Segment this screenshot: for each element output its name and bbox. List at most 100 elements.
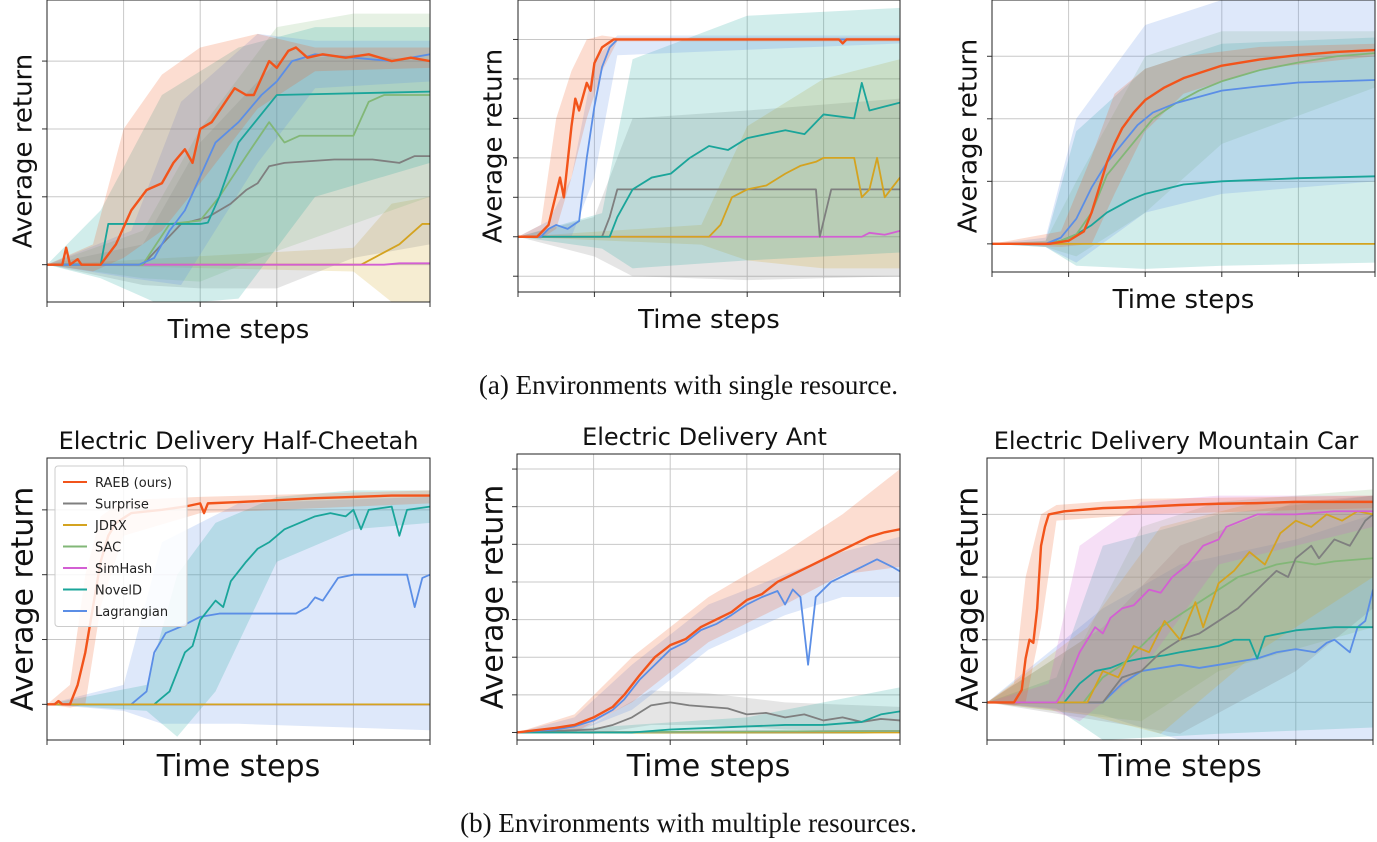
band-raeb-ours <box>987 495 1373 706</box>
band-raeb-ours <box>47 33 430 272</box>
legend-label-lagrangian: Lagrangian <box>95 605 168 620</box>
caption-a: (a) Environments with single resource. <box>478 370 899 400</box>
x-axis-label: Time steps <box>626 749 790 784</box>
plot-area <box>517 454 900 740</box>
plot-series <box>987 489 1373 740</box>
band-raeb-ours <box>517 469 900 733</box>
x-axis-label: Time steps <box>1112 285 1255 315</box>
plot-series <box>47 13 430 302</box>
legend-box <box>54 465 188 627</box>
plot-series <box>517 469 900 734</box>
x-axis-label: Time steps <box>1097 749 1261 784</box>
series-raeb-ours <box>992 48 1375 246</box>
legend: RAEB (ours) Surprise JDRX SAC SimHash NovelD L… <box>54 465 188 627</box>
legend-label-noveld: NovelD <box>95 584 142 599</box>
grid <box>991 0 1376 272</box>
x-axis-label: Time steps <box>167 315 310 345</box>
y-axis-label: Average return <box>951 487 986 711</box>
band-surprise <box>517 690 900 734</box>
series-raeb-ours <box>518 38 900 238</box>
legend-label-raeb-ours: RAEB (ours) <box>95 476 172 491</box>
plot-series <box>47 490 430 737</box>
ticks <box>982 513 1374 745</box>
series-surprise <box>47 155 430 266</box>
chart-title: Electric Delivery Ant <box>582 423 827 451</box>
series-noveld <box>518 81 900 238</box>
band-raeb-ours <box>47 490 430 708</box>
band-surprise <box>47 54 430 289</box>
series-noveld <box>987 626 1373 704</box>
axes-frame <box>991 0 1376 273</box>
plot-area <box>992 0 1375 272</box>
axes-frame <box>46 0 431 303</box>
legend-label-surprise: Surprise <box>95 498 149 513</box>
axes-frame <box>517 0 901 293</box>
chart-panel-b2: Electric Delivery Ant Time steps Average r… <box>470 412 930 812</box>
plot-series <box>992 0 1375 269</box>
chart-b1: Electric Delivery Half-Cheetah Time steps… <box>6 427 431 784</box>
band-noveld <box>992 37 1375 269</box>
chart-b3: Electric Delivery Mountain Car Time steps… <box>951 427 1374 784</box>
ticks <box>987 55 1376 277</box>
axes-frame <box>46 457 431 741</box>
chart-b2: Electric Delivery Ant Time steps Average r… <box>476 423 901 784</box>
series-jdrx <box>518 156 900 238</box>
series-jdrx <box>987 510 1373 704</box>
series-simhash <box>518 229 900 238</box>
series-lagrangian <box>517 558 900 734</box>
series-simhash <box>47 262 430 266</box>
chart-title: Electric Delivery Mountain Car <box>994 427 1359 455</box>
series-surprise <box>517 701 900 734</box>
axes-frame <box>516 453 901 741</box>
chart-panel-b1: Electric Delivery Half-Cheetah Time steps… <box>0 412 460 812</box>
series-lagrangian <box>518 38 900 238</box>
caption-b: (b) Environments with multiple resources… <box>460 808 917 838</box>
axes-frame <box>986 457 1374 741</box>
band-lagrangian <box>47 33 430 286</box>
legend-label-sac: SAC <box>95 541 121 556</box>
band-noveld <box>47 27 430 302</box>
ticks <box>42 509 431 745</box>
series-lagrangian <box>47 573 430 706</box>
band-jdrx <box>987 501 1373 734</box>
y-axis-label: Average return <box>954 39 984 234</box>
y-axis-label: Average return <box>476 485 511 709</box>
series-simhash <box>987 510 1373 704</box>
band-sac <box>47 13 430 282</box>
ticks <box>512 468 901 745</box>
plot-series <box>518 7 900 281</box>
chart-panel-b3: Electric Delivery Mountain Car Time steps… <box>945 412 1377 812</box>
series-surprise <box>987 513 1373 704</box>
band-jdrx <box>47 196 430 302</box>
series-raeb-ours <box>987 500 1373 704</box>
band-noveld <box>517 687 900 734</box>
band-raeb-ours <box>518 35 900 239</box>
ticks <box>513 38 901 297</box>
band-lagrangian <box>518 35 900 237</box>
series-sac <box>992 52 1375 245</box>
band-noveld <box>987 495 1373 740</box>
series-surprise <box>518 188 900 238</box>
ticks <box>42 60 431 307</box>
y-axis-label: Average return <box>479 49 509 244</box>
series-noveld <box>47 505 430 706</box>
band-simhash <box>987 495 1373 722</box>
series-noveld <box>517 710 900 734</box>
legend-label-simhash: SimHash <box>95 562 152 577</box>
band-sac <box>987 489 1373 722</box>
band-jdrx <box>518 59 900 269</box>
chart-title: Electric Delivery Half-Cheetah <box>59 427 419 455</box>
series-raeb-ours <box>47 46 430 266</box>
series-raeb-ours <box>517 528 900 734</box>
series-noveld <box>47 90 430 266</box>
series-sac <box>987 557 1373 704</box>
x-axis-label: Time steps <box>156 749 320 784</box>
band-lagrangian <box>517 536 900 733</box>
legend-label-jdrx: JDRX <box>94 519 127 534</box>
